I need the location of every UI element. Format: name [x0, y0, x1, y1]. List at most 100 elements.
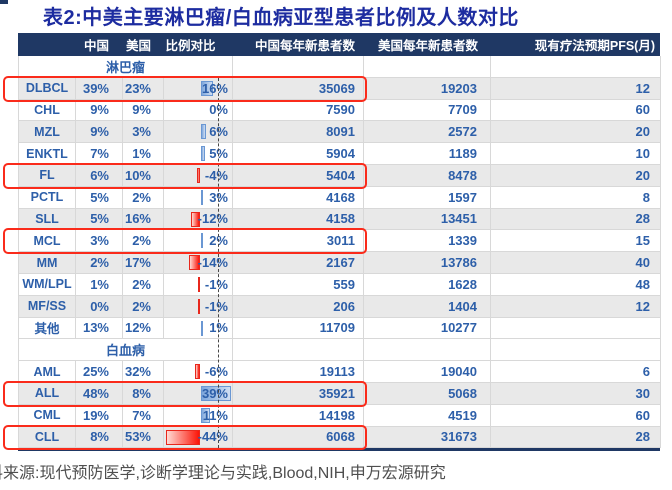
cell: 30: [491, 382, 661, 405]
ratio-data-bar: [198, 276, 200, 292]
table-row-SLL: SLL 5% 16% -12% 4158 13451 28: [19, 208, 661, 231]
column-header-5: 美国每年新患者数: [377, 39, 478, 53]
cell: CLL: [19, 426, 76, 449]
cell: MCL: [19, 230, 76, 253]
cell: [491, 339, 661, 362]
column-header-6: 现有疗法预期PFS(月): [534, 39, 655, 53]
cell: WM/LPL: [19, 273, 76, 296]
cell: 13451: [364, 208, 491, 231]
cell: 2572: [364, 121, 491, 144]
ratio-data-bar: [201, 80, 214, 96]
ratio-data-bar: [201, 407, 210, 423]
ratio-data-bar: [201, 320, 203, 336]
cell: 5068: [364, 382, 491, 405]
table-row-其他: 其他 13% 12% 1% 11709 10277: [19, 317, 661, 340]
cell: [364, 56, 491, 78]
cell: 4158: [233, 208, 364, 231]
cell: 60: [491, 404, 661, 427]
cell: 1404: [364, 295, 491, 318]
cell: 14198: [233, 404, 364, 427]
cell: 48%: [76, 382, 123, 405]
cell: 5%: [76, 186, 123, 209]
cell: 13786: [364, 252, 491, 274]
column-header-2: 美国: [125, 39, 151, 53]
cell: 2%: [123, 230, 164, 253]
table-row-MM: MM 2% 17% -14% 2167 13786 40: [19, 252, 661, 274]
table-row-CHL: CHL 9% 9% 0% 7590 7709 60: [19, 99, 661, 122]
cell: 11709: [233, 317, 364, 340]
cell: 12: [491, 295, 661, 318]
ratio-data-bar: [189, 255, 200, 271]
cell: 15: [491, 230, 661, 253]
cell: 3%: [164, 186, 233, 209]
cell: 16%: [123, 208, 164, 231]
ratio-data-bar: [190, 211, 200, 227]
cell: 3%: [123, 121, 164, 144]
cell: 20: [491, 121, 661, 144]
cell: 10%: [123, 164, 164, 187]
cell: 2%: [76, 252, 123, 274]
cell: 28: [491, 208, 661, 231]
table-row-ENKTL: ENKTL 7% 1% 5% 5904 1189 10: [19, 143, 661, 165]
table-header-row: 中国 美国 比例对比 中国每年新患者数 美国每年新患者数 现有疗法预期PFS(月): [18, 33, 660, 56]
cell: 60: [491, 99, 661, 122]
cell: 35921: [233, 382, 364, 405]
table-row-PCTL: PCTL 5% 2% 3% 4168 1597 8: [19, 186, 661, 209]
cell: 23%: [123, 77, 164, 100]
cell: 4519: [364, 404, 491, 427]
cell: 8478: [364, 164, 491, 187]
cell: -1%: [164, 295, 233, 318]
cell: 5404: [233, 164, 364, 187]
cell: 32%: [123, 361, 164, 383]
cell: 9%: [123, 99, 164, 122]
ratio-data-bar: [201, 233, 203, 249]
column-header-3: 比例对比: [165, 39, 216, 53]
cell: 53%: [123, 426, 164, 449]
cell: 19203: [364, 77, 491, 100]
cell: 19%: [76, 404, 123, 427]
cell: MF/SS: [19, 295, 76, 318]
table-row-AML: AML 25% 32% -6% 19113 19040 6: [19, 361, 661, 383]
table-title: 表2:中美主要淋巴瘤/白血病亚型患者比例及人数对比: [43, 7, 519, 29]
table-row-MCL: MCL 3% 2% 2% 3011 1339 15: [3, 228, 661, 255]
cell: PCTL: [19, 186, 76, 209]
cell: 6: [491, 361, 661, 383]
table-row-MF/SS: MF/SS 0% 2% -1% 206 1404 12: [19, 295, 661, 318]
cell: DLBCL: [19, 77, 76, 100]
source-note-text: 料来源:现代预防医学,诊断学理论与实践,Blood,NIH,申万宏源研究: [0, 465, 446, 482]
cell: ENKTL: [19, 143, 76, 165]
comparison-table: 中国 美国 比例对比 中国每年新患者数 美国每年新患者数 现有疗法预期PFS(月) 淋巴瘤…: [3, 33, 661, 452]
ratio-data-bar: [201, 124, 206, 140]
section-row: 淋巴瘤: [19, 56, 661, 78]
cell: 559: [233, 273, 364, 296]
cell: 19113: [233, 361, 364, 383]
cell: 5904: [233, 143, 364, 165]
cell: 10: [491, 143, 661, 165]
cell: 9%: [76, 121, 123, 144]
table-row-ALL: ALL 48% 8% 39% 35921 5068 30: [3, 380, 661, 407]
cell: 17%: [123, 252, 164, 274]
cell: 其他: [19, 317, 76, 340]
ratio-data-bar: [201, 146, 205, 162]
cell: 39%: [76, 77, 123, 100]
cell: 12: [491, 77, 661, 100]
cell: -12%: [164, 208, 233, 231]
ratio-data-bar: [201, 385, 232, 401]
cell: 1%: [164, 317, 233, 340]
cell: [491, 56, 661, 78]
table-row-DLBCL: DLBCL 39% 23% 16% 35069 19203 12: [3, 75, 661, 102]
cell: 4168: [233, 186, 364, 209]
cell: 6068: [233, 426, 364, 449]
cell: [491, 317, 661, 340]
cell: 8%: [76, 426, 123, 449]
cell: [233, 56, 364, 78]
cell: ALL: [19, 382, 76, 405]
cell: 20: [491, 164, 661, 187]
table-body: 淋巴瘤 DLBCL 39% 23% 16% 35069 19203 12 CHL 9% 9% 0% 75…: [3, 56, 661, 451]
cell: 0%: [164, 99, 233, 122]
cell: 1339: [364, 230, 491, 253]
cell: 1628: [364, 273, 491, 296]
table-row-WM/LPL: WM/LPL 1% 2% -1% 559 1628 48: [19, 273, 661, 296]
ratio-data-bar: [165, 429, 200, 445]
column-header-4: 中国每年新患者数: [254, 39, 355, 53]
